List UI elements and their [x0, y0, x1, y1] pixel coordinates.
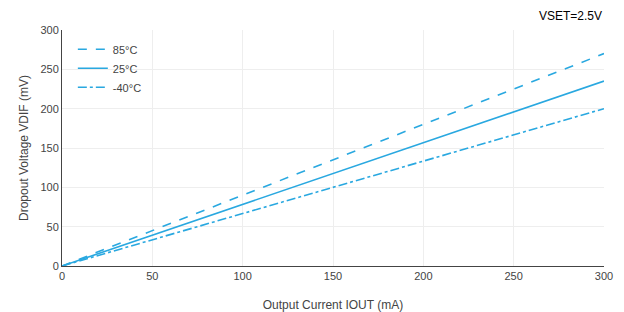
svg-text:50: 50 — [146, 270, 158, 282]
svg-text:250: 250 — [504, 270, 522, 282]
svg-text:0: 0 — [59, 270, 65, 282]
svg-text:0: 0 — [53, 260, 59, 272]
svg-text:25°C: 25°C — [113, 63, 138, 75]
svg-text:VSET=2.5V: VSET=2.5V — [539, 9, 602, 23]
svg-text:50: 50 — [47, 221, 59, 233]
svg-text:150: 150 — [40, 142, 58, 154]
svg-text:250: 250 — [40, 63, 58, 75]
svg-text:150: 150 — [324, 270, 342, 282]
svg-text:200: 200 — [414, 270, 432, 282]
svg-text:Dropout Voltage VDIF (mV): Dropout Voltage VDIF (mV) — [17, 75, 31, 221]
svg-text:200: 200 — [40, 103, 58, 115]
svg-text:300: 300 — [40, 24, 58, 36]
svg-text:-40°C: -40°C — [113, 82, 141, 94]
svg-text:100: 100 — [233, 270, 251, 282]
svg-text:300: 300 — [595, 270, 613, 282]
svg-text:Output Current IOUT (mA): Output Current IOUT (mA) — [263, 298, 403, 312]
svg-text:100: 100 — [40, 181, 58, 193]
svg-text:85°C: 85°C — [113, 44, 138, 56]
